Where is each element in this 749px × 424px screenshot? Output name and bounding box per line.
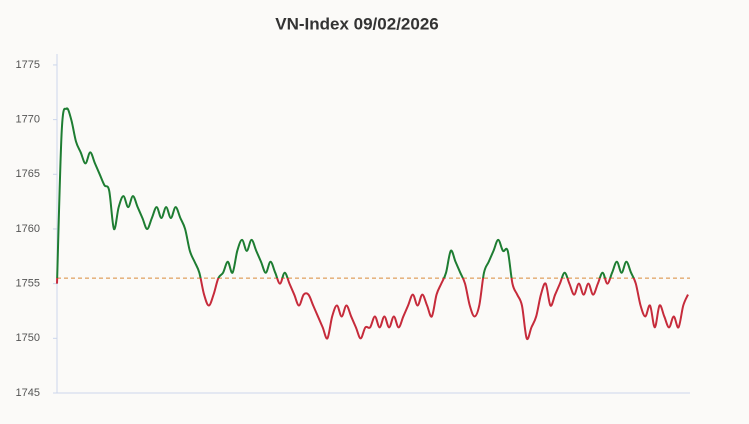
y-tick-label: 1775: [16, 59, 40, 71]
chart-title: VN-Index 09/02/2026: [275, 14, 438, 33]
y-tick-label: 1745: [16, 387, 40, 399]
y-tick-label: 1750: [16, 332, 40, 344]
price-line: [56, 107, 689, 341]
y-tick-label: 1755: [16, 278, 40, 290]
y-tick-label: 1765: [16, 168, 40, 180]
y-tick-label: 1770: [16, 114, 40, 126]
y-tick-label: 1760: [16, 223, 40, 235]
